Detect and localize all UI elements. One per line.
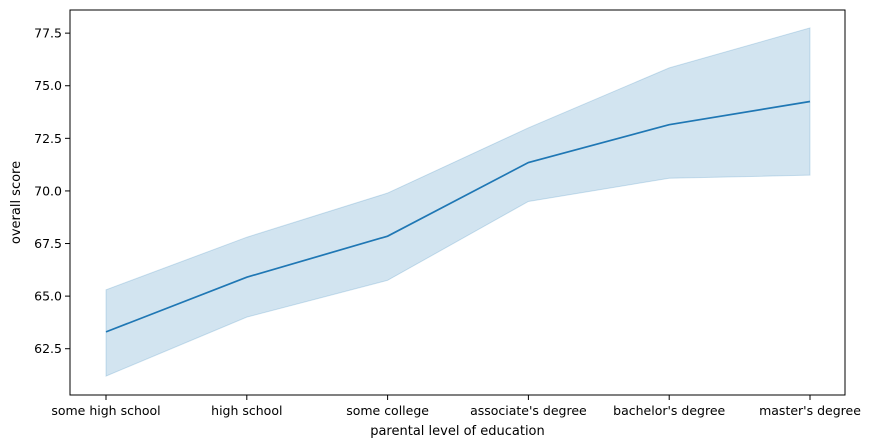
y-axis-ticks: 62.5 65.0 67.5 70.0 72.5 75.0 77.5 bbox=[34, 26, 70, 356]
y-tick-label: 75.0 bbox=[34, 78, 62, 93]
series-line bbox=[105, 100, 811, 333]
x-tick-label: associate's degree bbox=[470, 403, 587, 418]
y-tick-label: 67.5 bbox=[34, 236, 62, 251]
x-tick-label: master's degree bbox=[759, 403, 861, 418]
plot-frame bbox=[69, 9, 846, 396]
y-tick-label: 72.5 bbox=[34, 131, 62, 146]
y-tick-label: 62.5 bbox=[34, 341, 62, 356]
series-line-layer bbox=[105, 100, 811, 333]
y-tick-label: 65.0 bbox=[34, 289, 62, 304]
x-tick-label: high school bbox=[211, 403, 282, 418]
y-axis-label: overall score bbox=[9, 161, 24, 244]
x-axis-label: parental level of education bbox=[370, 424, 545, 439]
y-tick-label: 70.0 bbox=[34, 183, 62, 198]
x-axis-ticks: some high school high school some college a… bbox=[51, 395, 861, 418]
confidence-band-layer bbox=[105, 27, 811, 377]
confidence-band bbox=[105, 27, 811, 377]
y-tick-label: 77.5 bbox=[34, 26, 62, 41]
x-tick-label: some college bbox=[346, 403, 429, 418]
x-tick-label: bachelor's degree bbox=[613, 403, 725, 418]
x-tick-label: some high school bbox=[51, 403, 160, 418]
